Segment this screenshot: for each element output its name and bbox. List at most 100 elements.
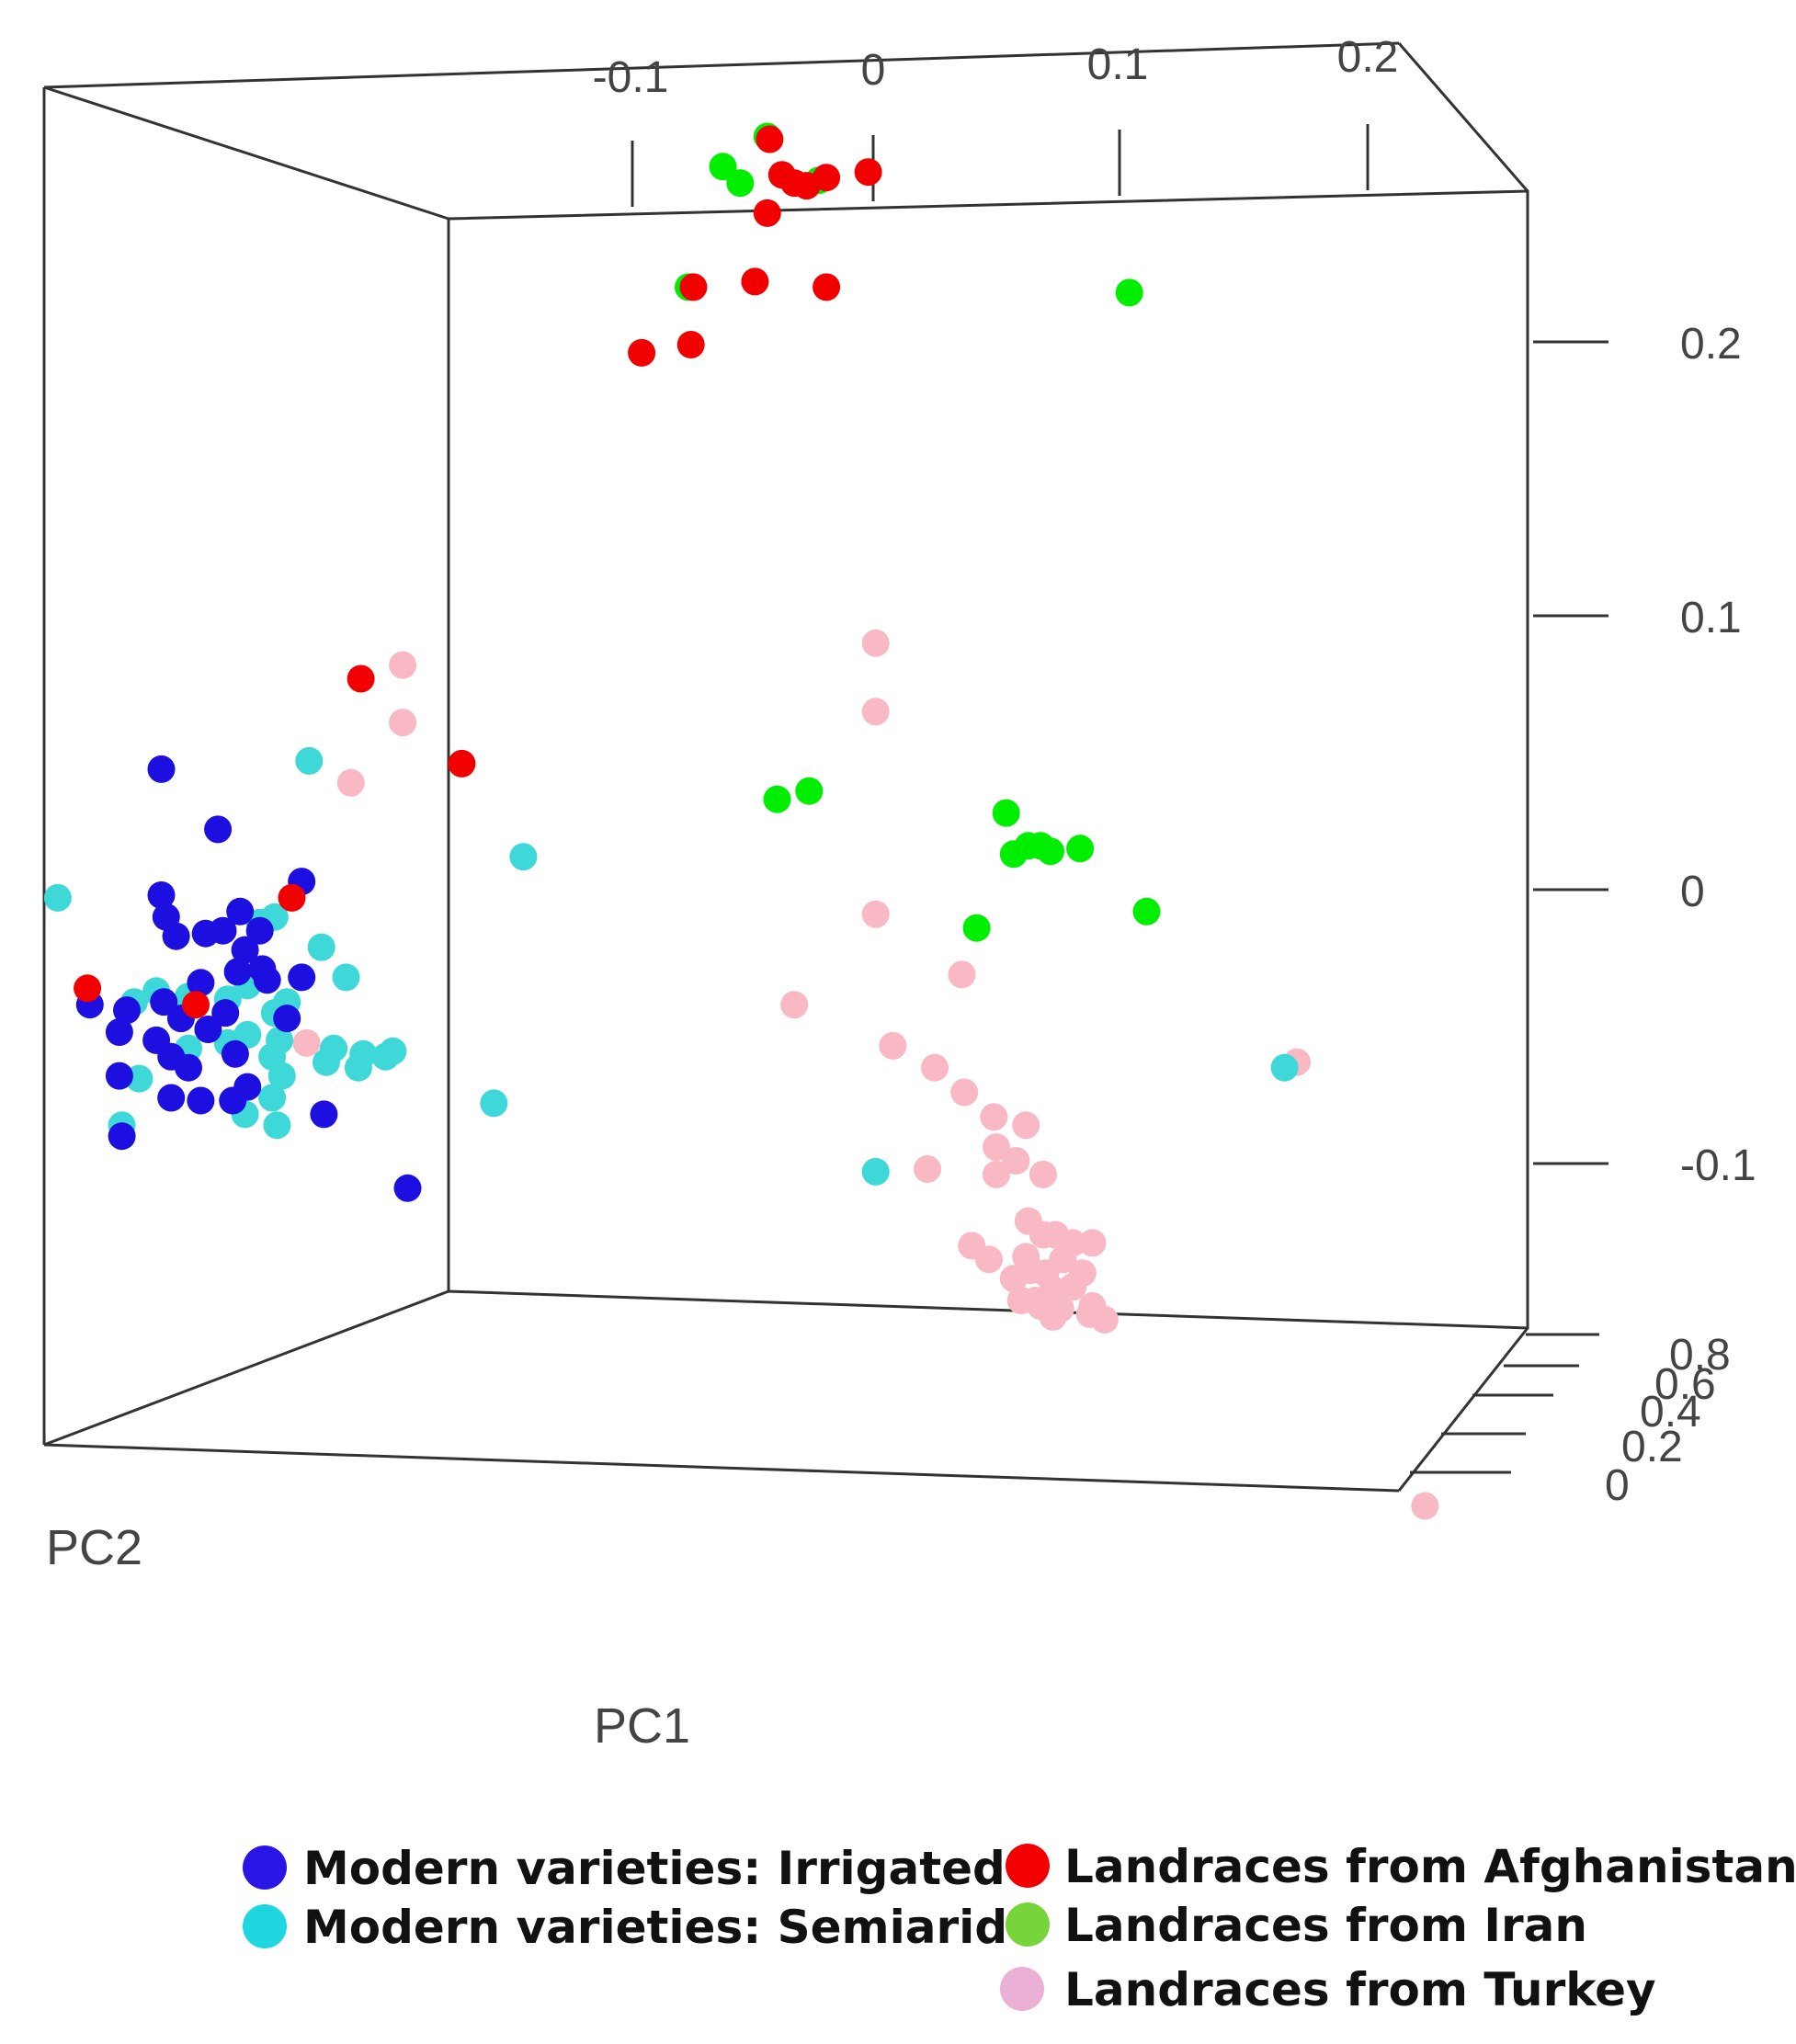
legend-item-semiarid: Modern varieties: Semiarid [243,1901,1007,1954]
point-landraces-from-turkey [861,629,890,657]
point-landraces-from-turkey [975,1245,1003,1274]
connector-top-right [1397,42,1529,192]
point-landraces-from-turkey [914,1155,941,1183]
point-landraces-from-turkey [921,1053,949,1082]
right-axis-tick-label: 0 [1680,868,1705,916]
point-modern-varieties-irrigated [157,1084,186,1112]
top-axis-tick-label: 0.1 [1087,40,1149,89]
point-modern-varieties-irrigated [221,1039,249,1068]
point-landraces-from-afghanistan [676,331,705,358]
point-modern-varieties-semiarid [263,1111,291,1140]
depth-axis-tick-label: 0.6 [1654,1360,1716,1409]
point-landraces-from-iran [962,914,991,942]
legend-item-irrigated: Modern varieties: Irrigated [243,1842,1006,1895]
legend-label: Modern varieties: Semiarid [303,1901,1007,1954]
point-modern-varieties-irrigated [113,996,141,1025]
point-modern-varieties-irrigated [393,1174,422,1202]
point-landraces-from-turkey [1006,1287,1035,1314]
point-landraces-from-iran [992,799,1020,827]
point-modern-varieties-semiarid [267,1062,296,1090]
point-modern-varieties-irrigated [288,963,316,992]
point-modern-varieties-semiarid [43,883,72,912]
point-landraces-from-afghanistan [74,974,102,1003]
point-modern-varieties-irrigated [187,1086,215,1115]
point-landraces-from-afghanistan [756,125,784,153]
point-landraces-from-iran [1132,897,1161,925]
legend-swatch [1006,1902,1050,1947]
data-points [43,122,1439,1520]
point-modern-varieties-semiarid [509,843,538,871]
point-landraces-from-afghanistan [813,273,841,301]
point-modern-varieties-irrigated [105,1062,133,1090]
point-landraces-from-turkey [983,1160,1010,1188]
point-landraces-from-turkey [389,651,417,679]
legend-swatch [243,1904,287,1948]
point-modern-varieties-irrigated [194,1016,222,1043]
point-modern-varieties-semiarid [332,963,360,992]
legend-label: Landraces from Afghanistan [1064,1840,1796,1893]
point-landraces-from-afghanistan [679,273,708,301]
point-modern-varieties-semiarid [480,1089,508,1118]
point-modern-varieties-semiarid [861,1157,890,1186]
point-modern-varieties-irrigated [204,815,233,844]
point-modern-varieties-irrigated [175,1053,202,1082]
point-modern-varieties-irrigated [187,969,215,997]
point-landraces-from-afghanistan [278,883,306,912]
point-landraces-from-iran [795,777,824,805]
legend-label: Modern varieties: Irrigated [303,1842,1006,1895]
point-modern-varieties-irrigated [147,881,176,909]
point-modern-varieties-irrigated [150,988,178,1016]
connector-bottom-right [1397,1327,1529,1492]
point-landraces-from-iran [1037,837,1064,866]
point-landraces-from-afghanistan [741,267,769,296]
top-axis-tick-label: 0.2 [1337,33,1399,82]
point-landraces-from-iran [1066,835,1095,863]
point-modern-varieties-semiarid [379,1037,407,1065]
point-landraces-from-iran [726,169,755,198]
point-modern-varieties-irrigated [191,919,220,948]
depth-axis-tick-label: 0.8 [1669,1331,1731,1380]
point-landraces-from-turkey [1090,1305,1119,1334]
legend-label: Landraces from Turkey [1064,1963,1656,2016]
point-modern-varieties-semiarid [295,746,324,775]
point-landraces-from-turkey [980,1103,1008,1131]
axis-title-pc2: PC2 [46,1520,142,1575]
point-modern-varieties-semiarid [1270,1053,1299,1082]
axis-title-pc1: PC1 [594,1698,690,1754]
point-landraces-from-turkey [1059,1273,1087,1301]
point-landraces-from-turkey [1039,1302,1067,1331]
legend: Modern varieties: Irrigated Modern varie… [243,1840,1796,2016]
point-landraces-from-afghanistan [182,991,210,1019]
plot-box-frame [42,41,1529,1493]
point-modern-varieties-irrigated [108,1122,136,1151]
point-modern-varieties-irrigated [223,958,252,986]
top-axis-tick-label: -0.1 [593,53,669,102]
right-axis: 0.2 0.1 0 -0.1 [1533,320,1756,1190]
point-landraces-from-turkey [780,991,809,1019]
point-landraces-from-iran [1115,278,1143,307]
legend-swatch [1006,1844,1050,1888]
connector-bottom-left [43,1289,449,1447]
point-landraces-from-turkey [292,1028,321,1057]
depth-axis-tick-label: 0 [1605,1461,1630,1510]
point-landraces-from-turkey [1049,1245,1077,1274]
depth-axis: 0 0.2 0.4 0.6 0.8 [1410,1331,1731,1510]
point-modern-varieties-irrigated [245,916,274,945]
legend-item-turkey: Landraces from Turkey [1000,1963,1656,2016]
depth-axis-tick-label: 0.2 [1621,1423,1683,1471]
front-bottom-edge [43,1443,1400,1493]
point-landraces-from-afghanistan [753,199,781,227]
point-landraces-from-turkey [1029,1160,1057,1188]
point-modern-varieties-semiarid [307,933,335,961]
point-landraces-from-afghanistan [628,338,656,367]
point-modern-varieties-irrigated [231,936,259,964]
right-axis-tick-label: 0.1 [1680,594,1742,642]
point-landraces-from-turkey [861,900,890,928]
point-landraces-from-afghanistan [813,164,841,192]
point-modern-varieties-irrigated [273,1005,301,1033]
point-landraces-from-turkey [1002,1147,1030,1175]
right-axis-tick-label: -0.1 [1680,1141,1756,1190]
point-modern-varieties-irrigated [253,966,281,994]
point-landraces-from-turkey [950,1078,979,1107]
point-modern-varieties-irrigated [310,1100,338,1129]
